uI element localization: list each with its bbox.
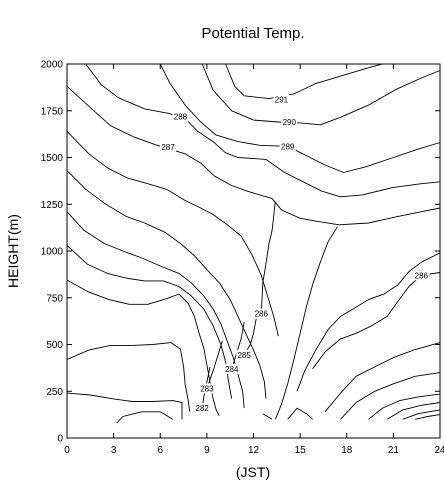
x-tick-label: 9 bbox=[204, 445, 210, 456]
contour-line-5 bbox=[66, 130, 279, 337]
x-tick-label: 0 bbox=[64, 445, 70, 456]
y-tick-label: 1500 bbox=[41, 153, 64, 164]
x-tick-label: 21 bbox=[388, 445, 400, 456]
contour-label-286: 286 bbox=[253, 308, 270, 319]
svg-text:287: 287 bbox=[161, 143, 175, 152]
y-tick-label: 0 bbox=[57, 434, 63, 445]
contour-line-10 bbox=[66, 245, 233, 399]
x-tick-label: 3 bbox=[111, 445, 117, 456]
x-tick-label: 24 bbox=[434, 445, 444, 456]
contour-label-282: 282 bbox=[194, 403, 211, 414]
x-axis-label: (JST) bbox=[236, 464, 270, 480]
contour-line-28 bbox=[262, 413, 273, 420]
contour-line-1 bbox=[201, 63, 441, 126]
contour-line-24 bbox=[386, 402, 441, 420]
y-tick-label: 750 bbox=[46, 293, 63, 304]
contour-line-8 bbox=[66, 211, 245, 409]
svg-text:286: 286 bbox=[255, 310, 269, 319]
contour-label-291: 291 bbox=[273, 94, 290, 105]
contour-line-22 bbox=[340, 372, 441, 420]
contour-line-2 bbox=[159, 63, 441, 173]
contour-label-289: 289 bbox=[279, 141, 296, 152]
contour-label-283: 283 bbox=[198, 383, 215, 394]
contour-line-27 bbox=[287, 407, 313, 420]
contour-line-23 bbox=[368, 393, 441, 420]
contour-line-19 bbox=[296, 252, 441, 392]
x-tick-label: 6 bbox=[157, 445, 163, 456]
contour-line-15 bbox=[66, 342, 191, 412]
x-axis: 0 3 6 9 12 15 18 21 24 bbox=[64, 64, 444, 456]
svg-text:283: 283 bbox=[200, 384, 214, 393]
chart-title: Potential Temp. bbox=[201, 25, 304, 42]
contour-label-288: 288 bbox=[172, 111, 189, 122]
x-tick-label: 12 bbox=[248, 445, 260, 456]
svg-text:285: 285 bbox=[237, 351, 251, 360]
contour-line-18 bbox=[274, 226, 338, 420]
contour-line-11 bbox=[231, 322, 245, 369]
svg-text:284: 284 bbox=[225, 365, 239, 374]
contour-label-290: 290 bbox=[281, 116, 298, 127]
y-axis: 0 250 500 750 1000 1250 1500 1750 2000 bbox=[41, 60, 440, 445]
y-tick-label: 250 bbox=[46, 387, 63, 398]
svg-text:290: 290 bbox=[283, 118, 297, 127]
contour-line-3 bbox=[85, 63, 441, 198]
y-tick-label: 1750 bbox=[41, 106, 64, 117]
contour-line-21 bbox=[324, 342, 441, 413]
svg-text:282: 282 bbox=[196, 404, 210, 413]
contour-label-285: 285 bbox=[236, 349, 253, 360]
svg-text:288: 288 bbox=[174, 112, 188, 121]
x-tick-label: 18 bbox=[341, 445, 353, 456]
contour-line-13 bbox=[206, 340, 223, 389]
contour-line-16 bbox=[66, 392, 183, 420]
svg-text:286: 286 bbox=[415, 271, 429, 280]
y-tick-label: 1000 bbox=[41, 247, 64, 258]
contour-line-9 bbox=[243, 316, 258, 356]
x-tick-label: 15 bbox=[295, 445, 307, 456]
svg-text:289: 289 bbox=[281, 142, 295, 151]
y-tick-label: 2000 bbox=[41, 60, 64, 71]
contour-label-284: 284 bbox=[223, 363, 240, 374]
y-tick-label: 500 bbox=[46, 340, 63, 351]
contour-layer bbox=[66, 63, 441, 424]
contour-line-7 bbox=[66, 170, 267, 399]
contour-line-26 bbox=[415, 414, 441, 420]
contour-line-20 bbox=[312, 272, 441, 370]
svg-text:291: 291 bbox=[275, 96, 289, 105]
contour-line-6 bbox=[260, 201, 276, 314]
y-axis-label: HEIGHT(m) bbox=[5, 214, 21, 288]
contour-label-286: 286 bbox=[413, 270, 430, 281]
contour-label-287: 287 bbox=[160, 142, 177, 153]
contour-label-layer: 291 290 289 288 287 286 285 284 283 282 286 bbox=[160, 94, 430, 414]
contour-line-17 bbox=[116, 411, 173, 424]
contour-line-25 bbox=[402, 409, 441, 420]
contour-line-0 bbox=[225, 63, 383, 100]
contour-line-4 bbox=[66, 86, 441, 226]
y-tick-label: 1250 bbox=[41, 200, 64, 211]
